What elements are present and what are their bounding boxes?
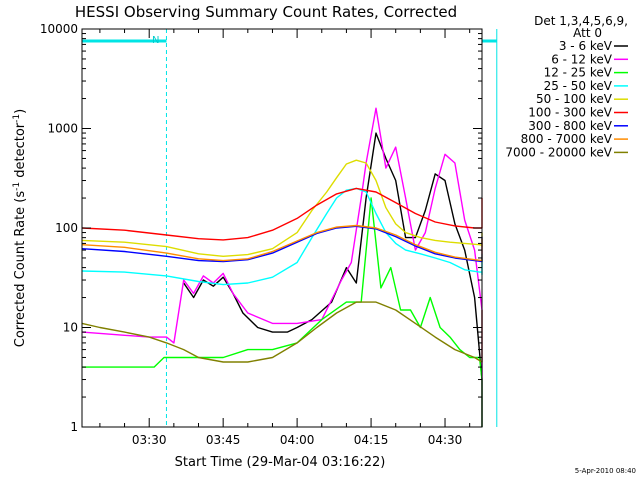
annotation-n: N [152,35,159,46]
x-tick-label: 04:30 [428,433,463,447]
y-axis-label-end: ) [13,109,28,114]
legend-label: 6 - 12 keV [551,52,613,66]
y-tick-label: 10000 [40,22,78,36]
y-tick-label: 100 [55,221,78,235]
series-line-3 [82,187,483,286]
legend-subtitle: Att 0 [573,26,602,40]
y-axis-label-sup1: -1 [12,182,22,191]
legend-label: 7000 - 20000 keV [505,145,612,159]
spacecraft-night-markers [82,29,498,427]
footer-date: 5-Apr-2010 08:40 [575,467,636,475]
series-line-6 [82,225,483,263]
legend-label: 100 - 300 keV [528,106,612,120]
x-tick-label: 04:00 [280,433,315,447]
legend-label: 3 - 6 keV [559,39,613,53]
legend-label: 50 - 100 keV [536,92,613,106]
series-line-5 [82,187,483,241]
y-axis-label-sup2: -1 [12,114,22,123]
y-tick-label: 1000 [47,122,78,136]
x-axis-label: Start Time (29-Mar-04 03:16:22) [175,455,386,470]
y-tick-label: 1 [70,420,78,434]
legend-label: 25 - 50 keV [544,79,613,93]
y-axis-label-mid: detector [13,122,28,182]
x-axis-ticks: 03:30 03:45 04:00 04:15 04:30 [99,29,471,447]
legend-title: Det 1,3,4,5,6,9, [534,14,628,28]
y-axis-ticks: 1 10 100 1000 10000 [40,22,482,434]
series-line-1 [82,107,483,427]
legend-label: 800 - 7000 keV [521,132,613,146]
y-tick-label: 10 [63,321,78,335]
series-line-7 [82,224,483,262]
legend-label: 12 - 25 keV [544,66,613,80]
x-tick-label: 03:45 [206,433,241,447]
x-tick-label: 03:30 [132,433,167,447]
series-line-4 [82,159,483,257]
legend-label: 300 - 800 keV [528,119,612,133]
chart-title: HESSI Observing Summary Count Rates, Cor… [75,3,457,21]
series-line-0 [183,132,483,427]
y-axis-label: Corrected Count Rate (s-1 detector-1) [12,109,28,347]
y-axis-label-main: Corrected Count Rate (s [13,191,28,348]
series-layer [81,107,483,427]
x-tick-label: 04:15 [354,433,389,447]
